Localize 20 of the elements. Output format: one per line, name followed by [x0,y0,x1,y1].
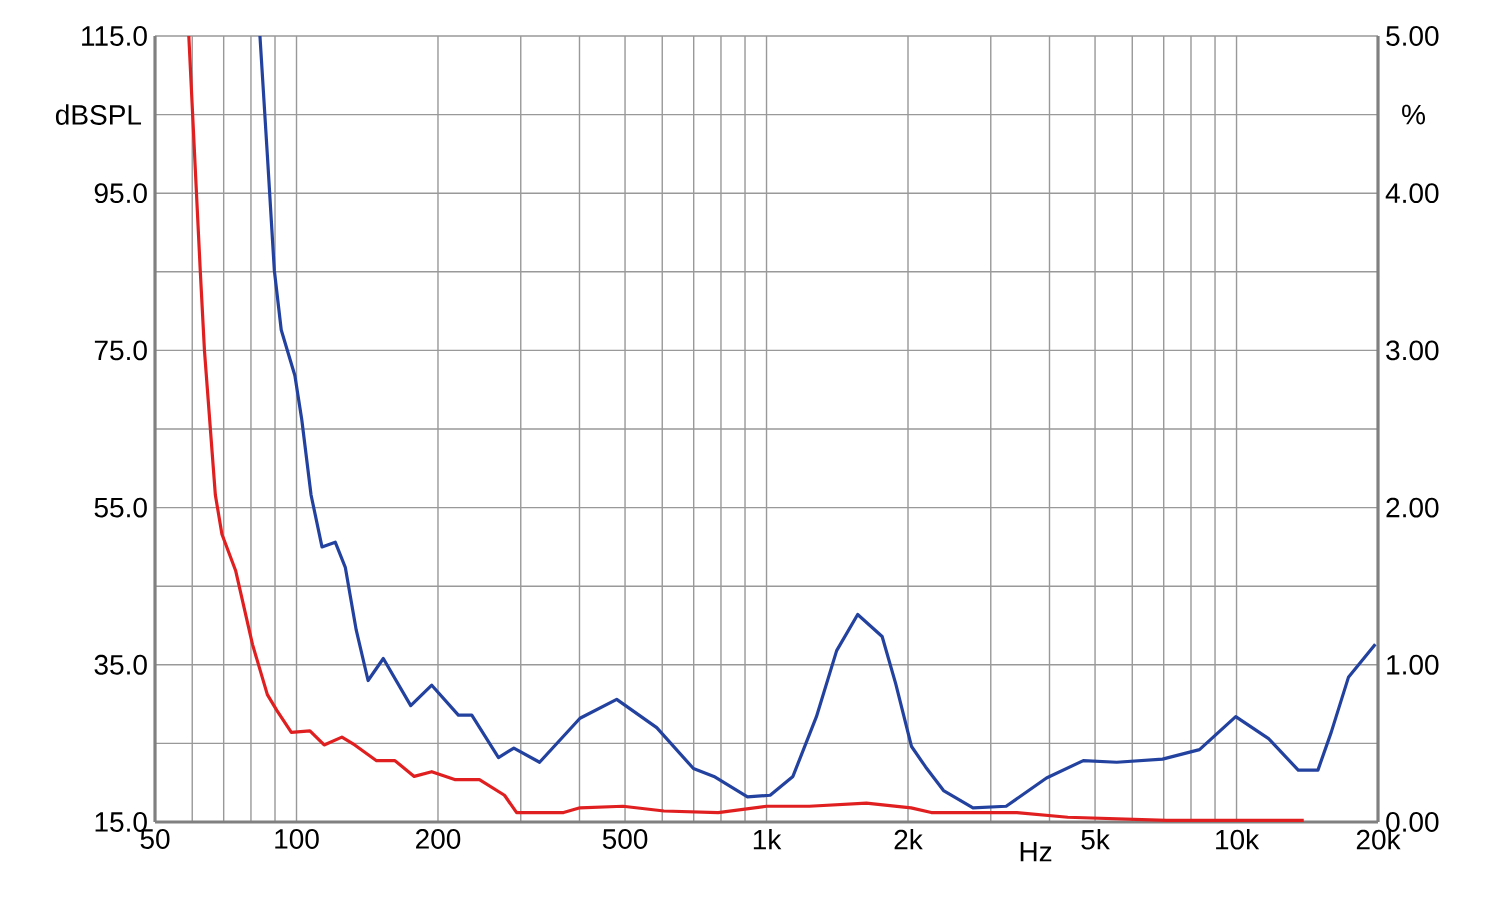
y2-axis-title: % [1402,104,1425,125]
y-tick-label: 115.0 [82,26,147,46]
y-tick-label: 55.0 [94,497,147,518]
x-tick-label: 100 [275,829,319,849]
x-tick-label: 1k [753,829,782,850]
x-tick-label: 2k [894,829,923,850]
x-tick-label: 5k [1081,829,1110,850]
y-tick-label: 35.0 [94,654,147,675]
x-tick-label: 10k [1216,829,1260,850]
y-tick-label: 75.0 [94,340,147,361]
x-tick-label: 200 [416,829,461,849]
x-axis-title: Hz [1020,842,1052,862]
y-axis-title: dBSPL [55,104,142,125]
y2-tick-label: 1.00 [1387,654,1439,675]
y2-tick-label: 4.00 [1385,183,1439,204]
x-tick-label: 500 [602,829,648,849]
y2-tick-label: 3.00 [1386,340,1439,361]
y2-tick-label: 2.00 [1386,497,1439,518]
y2-tick-label: 5.00 [1386,26,1439,46]
y-tick-label: 95.0 [94,183,147,204]
